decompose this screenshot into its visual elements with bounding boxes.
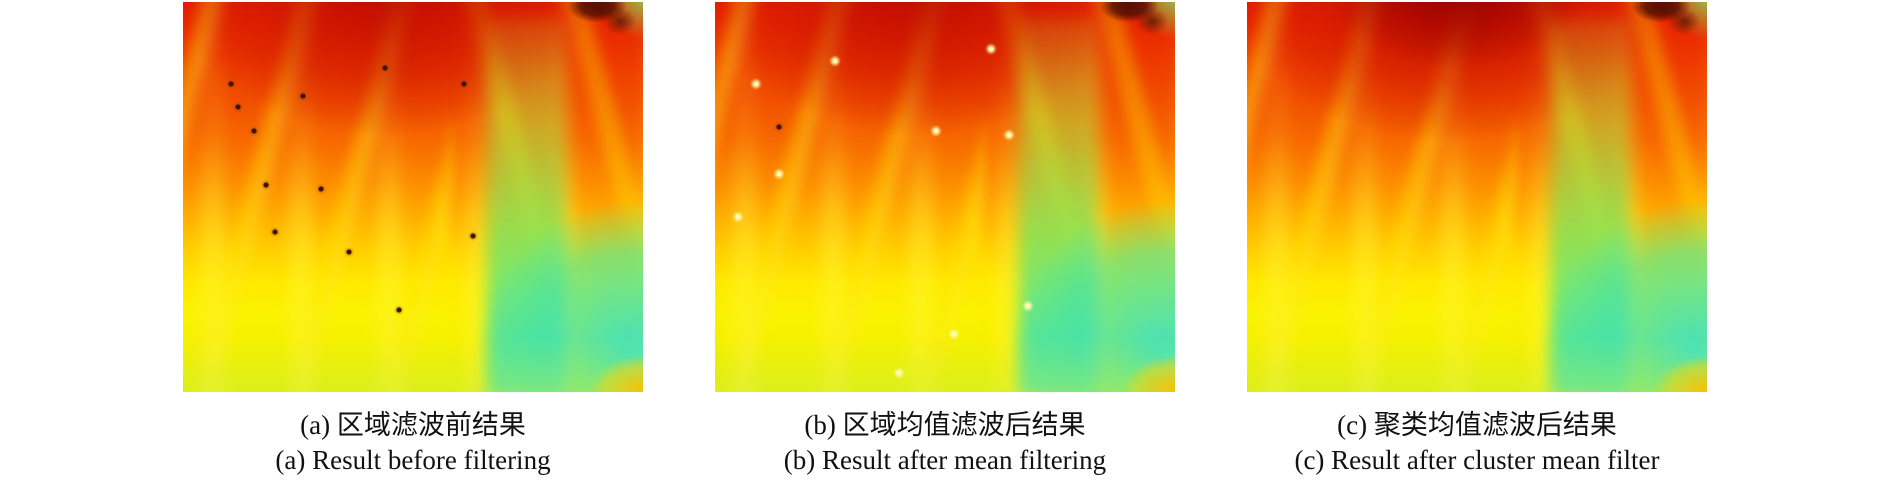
panel-b: (b) 区域均值滤波后结果 (b) Result after mean filt… bbox=[715, 2, 1175, 478]
noise-dot bbox=[470, 233, 476, 239]
noise-dot bbox=[318, 186, 324, 192]
noise-dot bbox=[396, 307, 402, 313]
caption-c-zh: (c) 聚类均值滤波后结果 bbox=[1337, 410, 1617, 440]
caption-a-en: (a) Result before filtering bbox=[275, 445, 551, 475]
noise-dot bbox=[300, 93, 306, 99]
noise-dot bbox=[735, 214, 741, 219]
noise-dot bbox=[988, 46, 994, 52]
noise-dot bbox=[1025, 303, 1031, 309]
caption-a-zh: (a) 区域滤波前结果 bbox=[300, 410, 526, 440]
noise-dot bbox=[1006, 132, 1012, 138]
noise-dot bbox=[382, 65, 388, 71]
caption-b-en: (b) Result after mean filtering bbox=[783, 445, 1107, 475]
noise-dots-c bbox=[1247, 2, 1707, 392]
noise-dot bbox=[263, 182, 269, 188]
noise-dot bbox=[251, 128, 257, 134]
noise-dot bbox=[753, 81, 759, 87]
noise-dot bbox=[832, 58, 838, 63]
noise-dot bbox=[272, 229, 278, 235]
noise-dot bbox=[776, 171, 782, 177]
noise-dot bbox=[933, 128, 939, 134]
noise-dots-a bbox=[183, 2, 643, 392]
noise-dot bbox=[461, 81, 467, 87]
noise-dot bbox=[951, 331, 957, 336]
noise-dot bbox=[346, 249, 352, 255]
panel-c: (c) 聚类均值滤波后结果 (c) Result after cluster m… bbox=[1247, 2, 1707, 478]
depth-map-c bbox=[1247, 2, 1707, 392]
panel-a: (a) 区域滤波前结果 (a) Result before filtering bbox=[183, 2, 643, 478]
caption-b-zh: (b) 区域均值滤波后结果 bbox=[804, 410, 1086, 440]
noise-dot bbox=[896, 370, 902, 375]
noise-dot bbox=[235, 104, 241, 110]
depth-map-b bbox=[715, 2, 1175, 392]
noise-dot bbox=[776, 124, 782, 130]
noise-dot bbox=[228, 81, 234, 87]
caption-c-en: (c) Result after cluster mean filter bbox=[1294, 445, 1660, 475]
noise-dots-b bbox=[715, 2, 1175, 392]
depth-map-a bbox=[183, 2, 643, 392]
